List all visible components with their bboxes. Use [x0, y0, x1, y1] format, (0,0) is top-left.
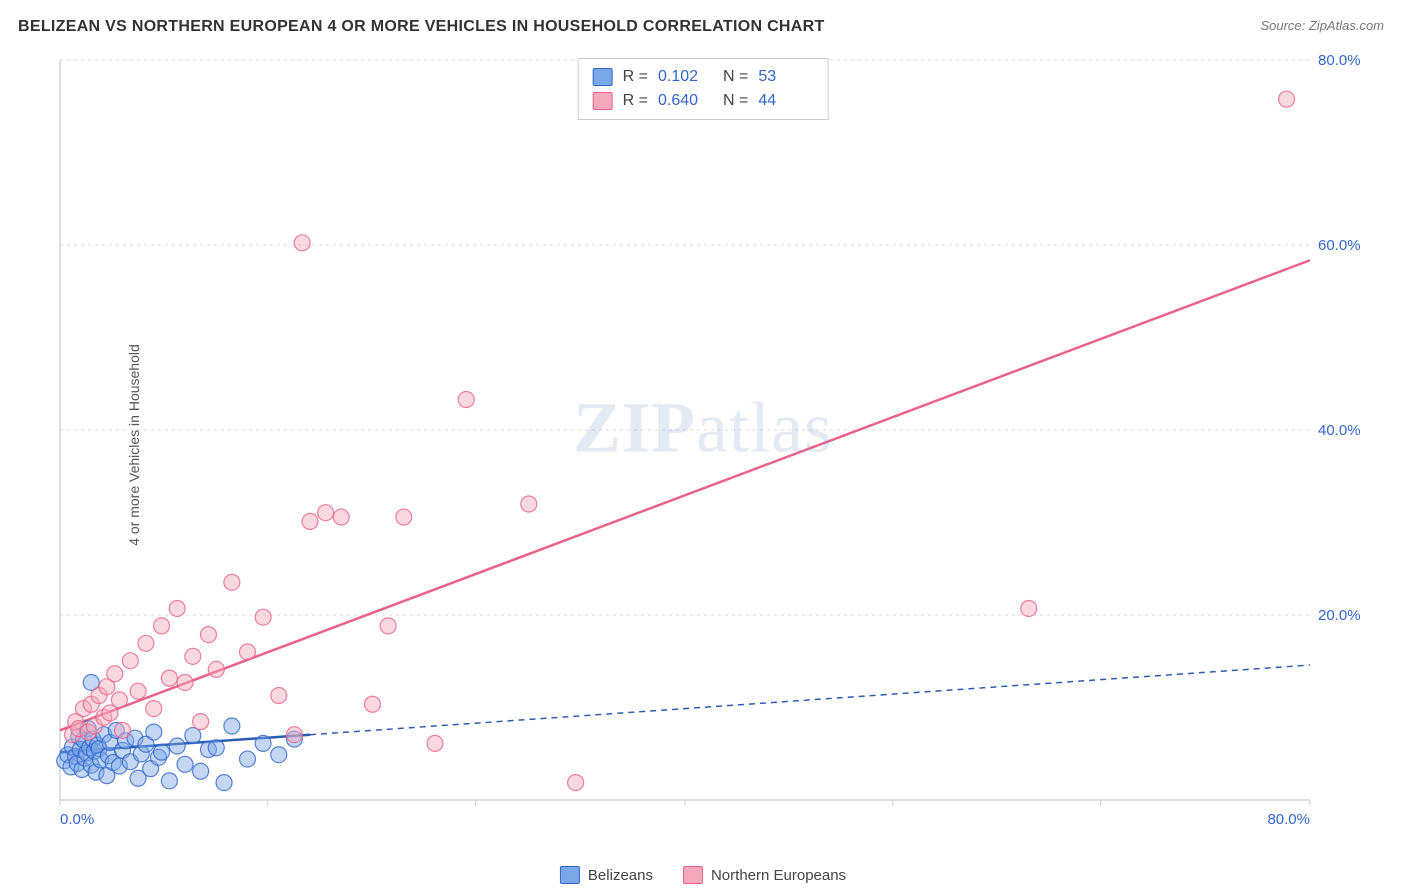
stats-row: R = 0.102 N = 53 — [593, 65, 814, 89]
r-label: R = — [623, 89, 648, 113]
n-value: 53 — [758, 65, 813, 89]
y-axis-label: 4 or more Vehicles in Household — [126, 344, 142, 546]
legend-label: Northern Europeans — [711, 867, 846, 884]
series-swatch-icon — [593, 92, 613, 110]
n-label: N = — [723, 89, 748, 113]
chart-title: BELIZEAN VS NORTHERN EUROPEAN 4 OR MORE … — [18, 18, 825, 36]
series-swatch-icon — [593, 68, 613, 86]
series-legend: Belizeans Northern Europeans — [560, 866, 846, 884]
legend-swatch-icon — [560, 866, 580, 884]
legend-item: Northern Europeans — [683, 866, 846, 884]
svg-text:80.0%: 80.0% — [1267, 811, 1310, 828]
n-value: 44 — [758, 89, 813, 113]
stats-row: R = 0.640 N = 44 — [593, 89, 814, 113]
legend-swatch-icon — [683, 866, 703, 884]
svg-text:80.0%: 80.0% — [1318, 52, 1361, 69]
source-attribution: Source: ZipAtlas.com — [1260, 18, 1384, 33]
r-label: R = — [623, 65, 648, 89]
correlation-stats-box: R = 0.102 N = 53 R = 0.640 N = 44 — [578, 58, 829, 120]
scatter-plot: 20.0% 40.0% 60.0% 80.0% 0.0% 80.0% — [45, 50, 1375, 840]
legend-label: Belizeans — [588, 867, 653, 884]
r-value: 0.102 — [658, 65, 713, 89]
svg-text:60.0%: 60.0% — [1318, 237, 1361, 254]
svg-text:20.0%: 20.0% — [1318, 607, 1361, 624]
svg-text:40.0%: 40.0% — [1318, 422, 1361, 439]
r-value: 0.640 — [658, 89, 713, 113]
chart-container: 4 or more Vehicles in Household 20.0% 40.… — [45, 50, 1375, 840]
svg-text:0.0%: 0.0% — [60, 811, 94, 828]
n-label: N = — [723, 65, 748, 89]
legend-item: Belizeans — [560, 866, 653, 884]
